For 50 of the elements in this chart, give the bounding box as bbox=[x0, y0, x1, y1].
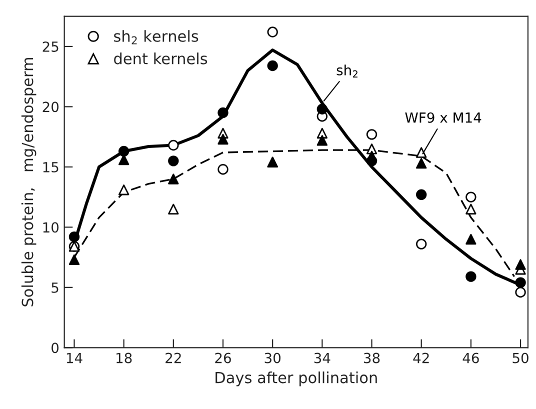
point bbox=[218, 134, 228, 145]
point bbox=[366, 150, 378, 162]
point bbox=[515, 286, 526, 298]
point bbox=[416, 147, 427, 158]
point bbox=[168, 174, 179, 184]
point bbox=[416, 189, 427, 200]
point bbox=[218, 107, 228, 118]
x-tick-label: 18 bbox=[116, 352, 132, 364]
point bbox=[118, 184, 130, 196]
x-tick-label: 14 bbox=[66, 352, 82, 364]
x-tick-label: 38 bbox=[364, 352, 380, 364]
point bbox=[316, 135, 328, 146]
y-tick-label: 5 bbox=[52, 282, 58, 293]
x-tick-label: 46 bbox=[462, 352, 479, 364]
point bbox=[168, 204, 179, 214]
x-tick-label: 22 bbox=[166, 352, 181, 364]
point bbox=[267, 60, 278, 72]
point bbox=[218, 164, 228, 175]
x-tick-label: 34 bbox=[314, 352, 330, 364]
point bbox=[316, 104, 328, 114]
y-tick-label: 15 bbox=[43, 162, 58, 172]
x-tick-label: 26 bbox=[215, 352, 231, 364]
series-label: sh$_{2}$ bbox=[336, 64, 358, 78]
text: WF9 x M14 bbox=[405, 112, 482, 123]
point bbox=[168, 156, 179, 166]
point bbox=[466, 204, 476, 214]
point bbox=[68, 231, 80, 242]
y-tick-label: 0 bbox=[52, 342, 59, 354]
legend-label: dent kernels bbox=[114, 52, 208, 64]
x-tick-label: 42 bbox=[413, 352, 429, 364]
point bbox=[416, 158, 427, 169]
point bbox=[466, 234, 476, 245]
point bbox=[466, 271, 476, 282]
point bbox=[515, 277, 526, 288]
legend-label: sh$_{2}$ kernels bbox=[114, 30, 198, 44]
x-tick-label: 30 bbox=[264, 352, 280, 364]
x-tick-label: 50 bbox=[512, 352, 528, 364]
point bbox=[416, 238, 427, 250]
point bbox=[168, 140, 179, 151]
x-axis-title: Days after pollination bbox=[216, 372, 377, 386]
y-tick-label: 10 bbox=[43, 222, 59, 233]
y-tick-label: 20 bbox=[42, 102, 59, 112]
y-axis-title: Soluble protein, mg/endosperm bbox=[21, 58, 36, 306]
point bbox=[118, 146, 130, 157]
point bbox=[68, 254, 80, 266]
point bbox=[267, 26, 278, 38]
point bbox=[366, 129, 378, 140]
y-tick-label: 25 bbox=[42, 41, 58, 52]
point bbox=[466, 192, 476, 202]
point bbox=[515, 259, 526, 270]
